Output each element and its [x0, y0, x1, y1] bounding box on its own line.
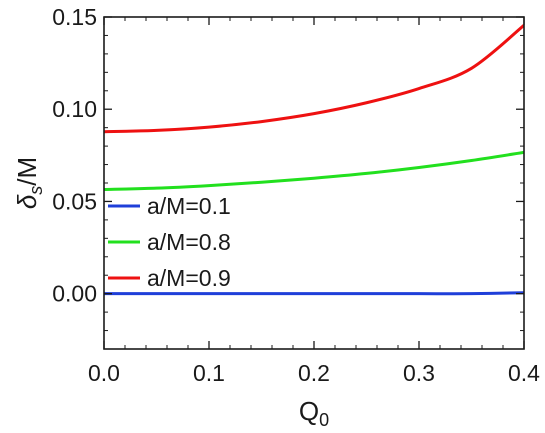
- y-axis-title-symbol: δ: [12, 194, 42, 209]
- ticks-layer: 0.0 0.1 0.2 0.3 0.4 0.00 0.05 0.10 0.15: [52, 4, 540, 386]
- y-tick-label: 0.15: [52, 4, 97, 30]
- x-tick-label: 0.3: [403, 360, 435, 386]
- legend-label-1: a/M=0.1: [147, 193, 231, 219]
- series-line-2: [104, 150, 524, 191]
- x-axis-title-subscript: 0: [319, 410, 329, 430]
- legend: a/M=0.1 a/M=0.8 a/M=0.9: [108, 193, 231, 291]
- y-tick-label: 0.00: [52, 281, 97, 307]
- series-line-1: [104, 291, 524, 296]
- y-tick-label: 0.05: [52, 188, 97, 214]
- x-axis-title: Q0: [299, 396, 329, 430]
- y-tick-label: 0.10: [52, 96, 97, 122]
- x-tick-label: 0.0: [88, 360, 120, 386]
- x-tick-label: 0.1: [193, 360, 225, 386]
- x-axis-title-main: Q: [299, 396, 319, 426]
- x-tick-label: 0.4: [508, 360, 540, 386]
- series-line-3: [104, 24, 524, 134]
- y-axis-title: δs/M: [12, 157, 46, 209]
- legend-label-2: a/M=0.8: [147, 229, 231, 255]
- y-axis-title-subscript: s: [26, 186, 46, 195]
- y-axis-title-tail: /M: [12, 157, 42, 186]
- legend-label-3: a/M=0.9: [147, 265, 231, 291]
- series-layer: [104, 24, 524, 296]
- x-tick-label: 0.2: [298, 360, 330, 386]
- plot-frame: [103, 16, 525, 350]
